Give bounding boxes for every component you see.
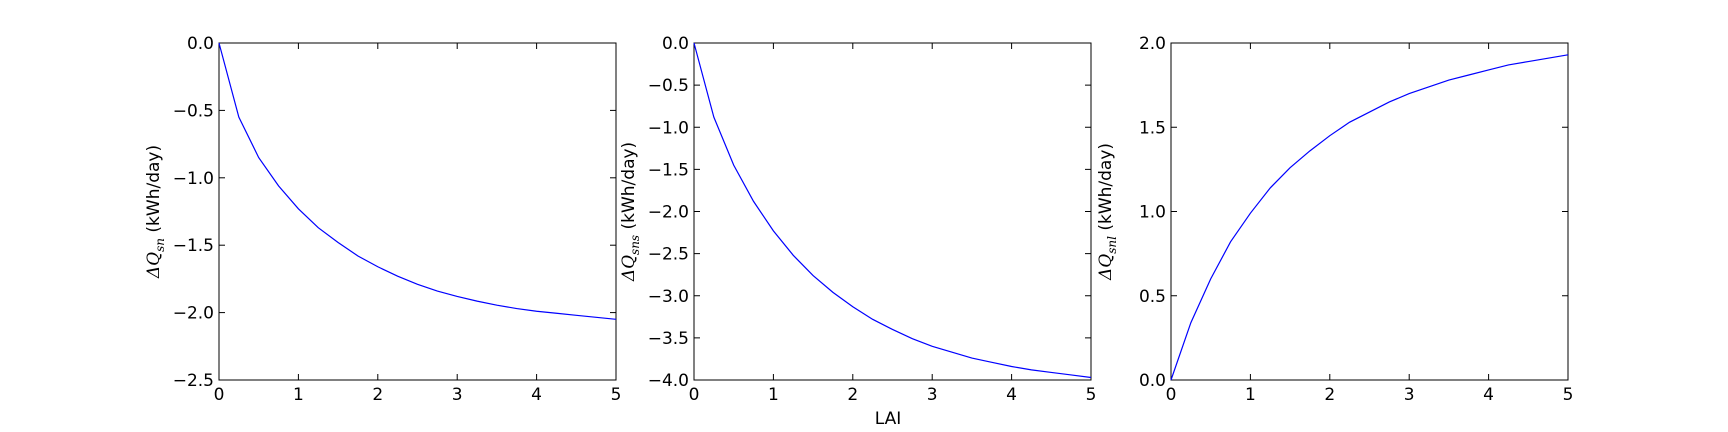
y-tick-label: −3.5 bbox=[648, 329, 689, 349]
y-tick-label: −3.0 bbox=[648, 287, 689, 307]
x-tick-label: 2 bbox=[1324, 385, 1335, 405]
plot-frame bbox=[1170, 42, 1569, 381]
y-axis-label-symbol: ΔQ bbox=[144, 252, 164, 279]
y-axis-label-symbol: ΔQ bbox=[1096, 254, 1116, 281]
y-axis-label-subscript: sns bbox=[628, 235, 642, 255]
x-tick-label: 2 bbox=[372, 385, 383, 405]
chart-panel-2: 0 1 2 3 4 5 0.0 −0.5 −1.0 −1.5 −2.0 −2.5 −3.0 −3.5 −4.… bbox=[619, 34, 1096, 405]
x-tick-label: 3 bbox=[1404, 385, 1415, 405]
y-tick-label: −2.5 bbox=[648, 245, 689, 265]
y-axis-label: ΔQsnl (kWh/day) bbox=[1096, 143, 1119, 281]
x-tick-label: 4 bbox=[1006, 385, 1017, 405]
x-tick-label: 5 bbox=[1086, 385, 1097, 405]
x-tick-label: 1 bbox=[1245, 385, 1256, 405]
y-tick-label: 0.5 bbox=[1139, 287, 1166, 307]
y-tick-label: −0.5 bbox=[173, 101, 214, 121]
x-tick-label: 0 bbox=[1166, 385, 1177, 405]
series-line-1 bbox=[1170, 54, 1569, 381]
x-tick-label: 1 bbox=[768, 385, 779, 405]
y-tick-label: 0.0 bbox=[187, 34, 214, 54]
y-tick-label: 0.0 bbox=[1139, 371, 1166, 391]
x-tick-label: 0 bbox=[689, 385, 700, 405]
y-tick-label: −0.5 bbox=[648, 76, 689, 96]
y-tick-label: −1.5 bbox=[173, 236, 214, 256]
y-axis-label-subscript: snl bbox=[1105, 236, 1119, 254]
y-tick-label: 0.0 bbox=[662, 34, 689, 54]
x-tick-label: 4 bbox=[1483, 385, 1494, 405]
y-tick-label: 1.0 bbox=[1139, 203, 1166, 223]
x-tick-label: 4 bbox=[531, 385, 542, 405]
y-tick-label: 1.5 bbox=[1139, 118, 1166, 138]
y-tick-label: −1.0 bbox=[648, 118, 689, 138]
y-axis-label: ΔQsns (kWh/day) bbox=[619, 142, 642, 282]
x-axis-label: LAI bbox=[875, 409, 902, 429]
y-tick-label: −1.5 bbox=[648, 160, 689, 180]
y-tick-label: −2.5 bbox=[173, 371, 214, 391]
y-tick-label: 2.0 bbox=[1139, 34, 1166, 54]
x-tick-label: 3 bbox=[452, 385, 463, 405]
plot-frame bbox=[218, 42, 617, 381]
y-axis-label-subscript: sn bbox=[153, 238, 167, 252]
series-line-1 bbox=[218, 42, 617, 320]
x-tick-label: 2 bbox=[847, 385, 858, 405]
y-tick-label: −1.0 bbox=[173, 169, 214, 189]
y-axis-label: ΔQsn (kWh/day) bbox=[144, 145, 167, 279]
chart-panel-1: 0 1 2 3 4 5 0.0 −0.5 −1.0 −1.5 −2.0 −2.5 ΔQsn (kWh/d… bbox=[144, 34, 621, 405]
y-axis-label-unit: (kWh/day) bbox=[144, 145, 164, 238]
series-line-1 bbox=[693, 42, 1092, 379]
y-tick-label: −2.0 bbox=[648, 203, 689, 223]
chart-panel-3: 0 1 2 3 4 5 2.0 1.5 1.0 0.5 0.0 ΔQsnl (kWh/day) bbox=[1096, 34, 1573, 405]
y-axis-label-unit: (kWh/day) bbox=[619, 142, 639, 235]
x-tick-label: 0 bbox=[214, 385, 225, 405]
y-tick-label: −4.0 bbox=[648, 371, 689, 391]
y-tick-label: −2.0 bbox=[173, 304, 214, 324]
x-tick-label: 3 bbox=[927, 385, 938, 405]
x-tick-label: 5 bbox=[1563, 385, 1574, 405]
y-axis-label-unit: (kWh/day) bbox=[1096, 143, 1116, 236]
x-tick-label: 1 bbox=[293, 385, 304, 405]
y-axis-label-symbol: ΔQ bbox=[619, 255, 639, 282]
x-tick-label: 5 bbox=[611, 385, 622, 405]
